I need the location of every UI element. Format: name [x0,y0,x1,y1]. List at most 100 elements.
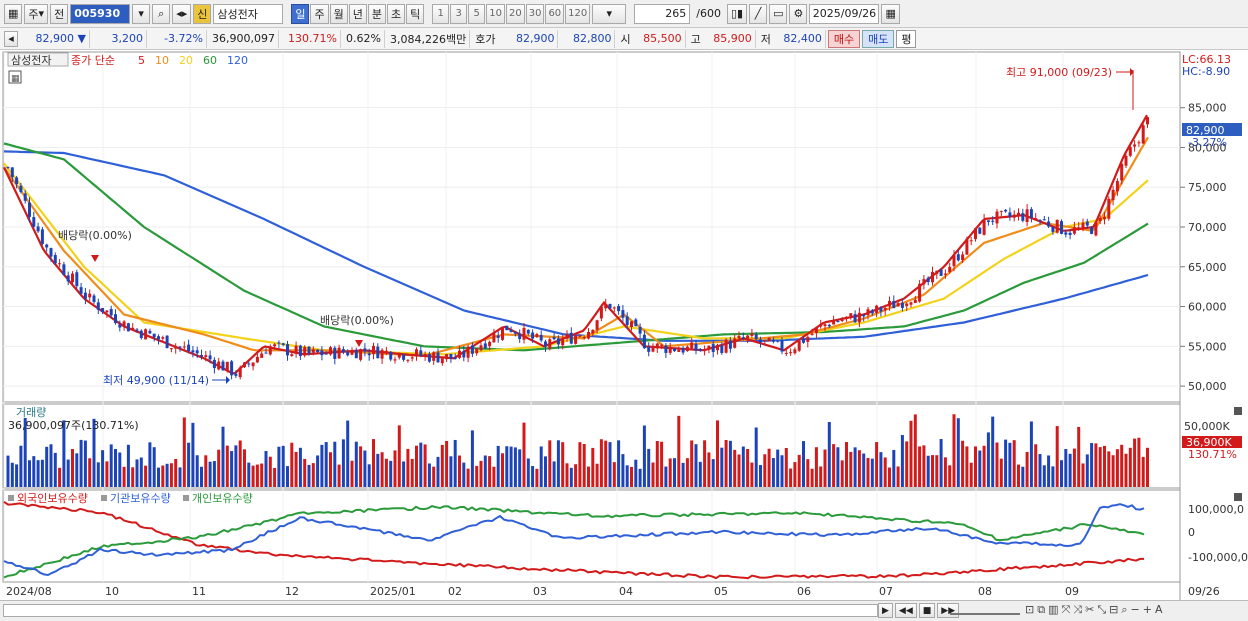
holdings-close-icon[interactable] [1234,493,1242,501]
candle-body [763,340,767,342]
volume-bar [36,460,40,487]
volume-bar [630,466,633,487]
interval-button-5[interactable]: 5 [468,3,486,24]
date-input[interactable]: 2025/09/26 [809,3,880,24]
interval-button-1[interactable]: 1 [432,3,450,24]
candle-body [135,329,139,331]
candle-body [810,333,814,335]
compare-icon[interactable]: ⊡ [1025,603,1035,616]
volume-title: 거래량 [16,406,46,419]
volume-bar [268,456,272,487]
candle-type-icon[interactable]: ▯▮ [726,3,748,24]
toggle-icon[interactable]: ◂ [4,30,18,47]
scroll-right-icon[interactable]: ▶ [878,603,893,618]
candle-body [707,345,711,350]
search-icon[interactable]: ⌕ [152,3,171,24]
candle-body [337,347,341,359]
candle-body [204,355,208,357]
period-tab-0[interactable]: 일 [291,3,310,24]
volume-bar [458,455,461,487]
change-percent: -3.72% [149,29,207,48]
interval-button-120[interactable]: 120 [565,3,591,24]
draw-icon[interactable]: ⤡ [1097,603,1107,616]
period-tab-1[interactable]: 주 [310,3,329,24]
gear-icon[interactable]: ⚙ [789,3,808,24]
crosshair-icon[interactable]: ⤧ [1061,603,1071,616]
candle-body [556,338,560,345]
interval-button-3[interactable]: 3 [450,3,468,24]
zoom-in-icon[interactable]: + [1142,603,1152,616]
candle-body [1077,227,1081,229]
panel-grid-icon[interactable] [8,70,22,84]
interval-button-10[interactable]: 10 [486,3,505,24]
volume-bar [307,464,311,487]
rewind-icon[interactable]: ◀◀ [894,603,917,618]
copy-icon[interactable]: ⧉ [1037,603,1046,616]
candle-body [883,307,887,311]
market-select[interactable]: 주 ▾ [24,3,49,24]
volume-bar [625,465,629,487]
box-icon[interactable]: ▭ [769,3,788,24]
candle-body [526,329,530,334]
candle-body [410,357,414,359]
candle-body [311,349,315,353]
prev-button[interactable]: 전 [50,3,69,24]
buy-button[interactable]: 매수 [827,29,861,48]
magnify-icon[interactable]: ⌕ [1121,603,1128,616]
volume-bar [892,449,896,487]
candle-body [384,350,388,352]
average-button[interactable]: 평 [896,29,917,48]
volume-bar [1064,449,1068,487]
volume-bar [1115,449,1119,487]
code-dropdown-icon[interactable]: ▾ [132,3,151,24]
candle-body [905,303,909,307]
zoom-out-icon[interactable]: − [1130,603,1140,616]
font-icon[interactable]: A [1154,603,1163,616]
cut-icon[interactable]: ✂ [1085,603,1095,616]
candle-body [359,349,363,360]
candle-body [1004,209,1008,212]
candle-body [88,293,92,298]
period-tab-2[interactable]: 월 [329,3,348,24]
x-axis-label: 08 [978,585,992,598]
calendar-icon[interactable]: ▦ [881,3,900,24]
interval-button-20[interactable]: 20 [505,3,525,24]
candle-body [298,345,302,356]
period-tab-3[interactable]: 년 [348,3,367,24]
draw-tool-icon[interactable]: ╱ [749,3,768,24]
new-badge[interactable]: 신 [193,3,212,24]
interval-dropdown[interactable]: ▾ [592,3,627,24]
holdings-tick-label: 100,000,0 [1188,503,1244,516]
period-tab-6[interactable]: 틱 [406,3,425,24]
volume-close-icon[interactable] [1234,407,1242,415]
chart-type-icon[interactable]: ▥ [1048,603,1059,616]
interval-button-60[interactable]: 60 [545,3,565,24]
volume-bar [750,462,754,487]
interval-button-30[interactable]: 30 [525,3,545,24]
save-icon[interactable]: ⊟ [1109,603,1119,616]
candle-body [741,337,745,339]
volume-bar [92,418,96,487]
candle-body [62,264,66,276]
volume-bar [1029,421,1033,487]
period-tab-5[interactable]: 초 [386,3,406,24]
x-axis-label: 05 [714,585,728,598]
chart-menu-icon[interactable]: ▦ [4,3,23,24]
period-tab-4[interactable]: 분 [367,3,386,24]
sell-button[interactable]: 매도 [862,29,895,48]
stock-code-input[interactable]: 005930 [70,3,131,24]
trend-icon[interactable]: ⤨ [1073,603,1083,616]
count-input[interactable]: 265 [634,3,691,24]
volume-bar [212,461,216,487]
stock-chart[interactable]: 85,000 80,000 75,000 70,000 65,000 60,000 55,0… [0,50,1248,600]
candle-body [75,272,79,287]
x-axis-labels: 2024/08 10 11 12 2025/01 02 03 04 05 06 07 08 09 [6,585,1079,598]
candle-body [737,335,741,339]
sound-icon[interactable]: ◂▸ [172,3,192,24]
zoom-slider[interactable] [950,605,1020,615]
volume-bar [109,444,113,487]
stop-icon[interactable]: ■ [918,603,936,618]
scroll-track[interactable] [3,604,878,617]
candle-body [531,332,535,339]
